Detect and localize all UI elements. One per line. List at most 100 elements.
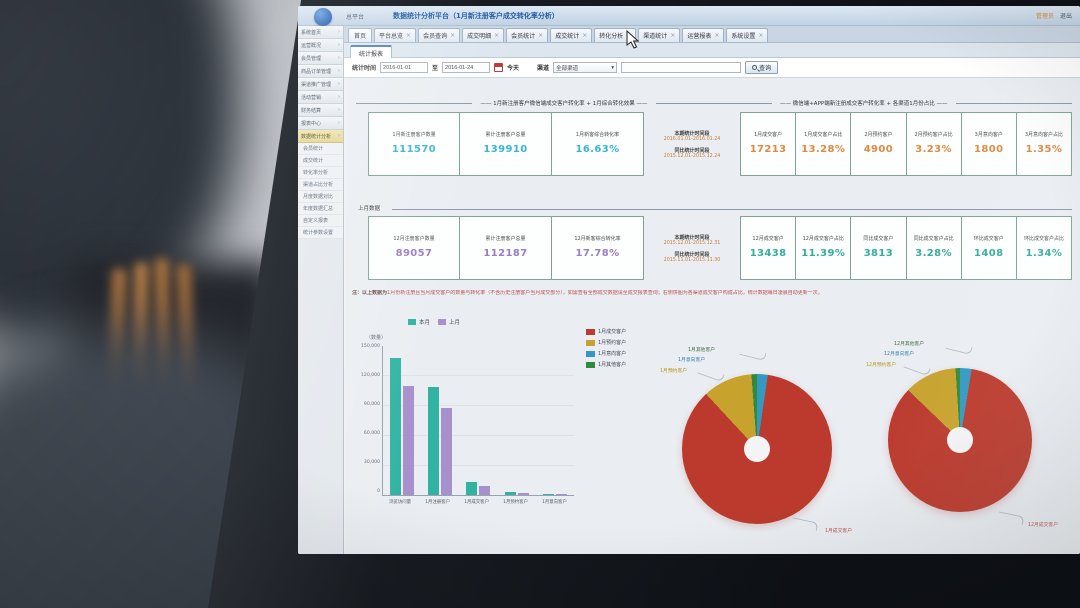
legend-item-上月[interactable]: 上月 <box>438 318 460 326</box>
pie-legend-item[interactable]: 1月预约客户 <box>586 339 626 346</box>
pie-chart-1[interactable] <box>682 374 832 524</box>
mouse-cursor <box>626 30 640 49</box>
pie-chart-2[interactable] <box>888 368 1032 512</box>
pie-legend-item[interactable]: 1月成交客户 <box>586 328 626 335</box>
app-header: 总平台 数据统计分析平台（1月新注册客户成交转化率分析） 管理员 退出 <box>298 6 1080 26</box>
sidebar-subitem-7[interactable]: 自定义报表 <box>298 215 343 227</box>
callout-leader-line <box>739 346 767 362</box>
tab-item-1[interactable]: 平台总览 × <box>374 28 417 42</box>
bar-group <box>428 387 453 495</box>
sidebar-group-8[interactable]: 报表中心 › <box>298 117 343 130</box>
sidebar-subitem-2[interactable]: 成交统计 <box>298 155 343 167</box>
kpi-label: 12月新客综合转化率 <box>574 235 621 242</box>
close-icon[interactable]: × <box>670 31 676 39</box>
period-label: 同比统计时间段 <box>674 251 710 258</box>
sidebar-group-label: 报表中心 <box>301 120 322 127</box>
search-button-label: 查询 <box>759 65 772 72</box>
close-icon[interactable]: × <box>714 31 720 39</box>
kpi-label: 环比成交客户 <box>973 235 1004 242</box>
kpi-box: 3月意向客户占比 1.35% <box>1016 112 1073 176</box>
pie-legend-item[interactable]: 1月其他客户 <box>586 361 626 368</box>
kpi-box: 12月注册客户数量 89057 <box>368 216 460 280</box>
pencil <box>172 470 190 608</box>
date-to-input[interactable] <box>442 62 491 73</box>
subtab-row: 统计报表 <box>344 43 1080 60</box>
kpi-value: 13.28% <box>801 144 846 156</box>
search-input[interactable] <box>621 62 742 73</box>
bar <box>504 492 516 495</box>
today-shortcut[interactable]: 今天 <box>507 65 520 72</box>
sidebar-group-1[interactable]: 系统首页 › <box>298 26 343 39</box>
sidebar-subitem-3[interactable]: 转化率分析 <box>298 167 343 179</box>
legend-label: 1月预约客户 <box>598 340 627 346</box>
sidebar-group-7[interactable]: 财务结算 › <box>298 104 343 117</box>
close-icon[interactable]: × <box>538 31 544 39</box>
kpi-value: 1408 <box>974 248 1004 260</box>
sidebar-group-label: 会员管理 <box>301 55 322 62</box>
kpi-value: 13438 <box>749 248 787 260</box>
chevron-right-icon: › <box>338 29 340 35</box>
bar <box>441 408 453 495</box>
callout-leader-line <box>903 359 931 377</box>
channel-select-value: 全部渠道 <box>556 65 579 72</box>
sidebar-group-2[interactable]: 运营概况 › <box>298 39 343 52</box>
sidebar-subitem-1[interactable]: 会员统计 <box>298 143 343 155</box>
close-icon[interactable]: × <box>494 31 500 39</box>
legend-label: 上月 <box>449 320 461 326</box>
tab-item-3[interactable]: 成交明细 × <box>462 28 505 42</box>
close-icon[interactable]: × <box>582 31 588 39</box>
x-tick-label: 1月成交客户 <box>464 500 489 505</box>
sidebar-subitem-5[interactable]: 月度数据对比 <box>298 191 343 203</box>
dashboard-screen: 总平台 数据统计分析平台（1月新注册客户成交转化率分析） 管理员 退出 系统首页… <box>298 6 1080 554</box>
pie-callout: 1月成交客户 <box>824 529 852 534</box>
date-from-input[interactable] <box>380 62 429 73</box>
logout-link[interactable]: 退出 <box>1059 13 1072 20</box>
sidebar-group-4[interactable]: 商品订单管理 › <box>298 65 343 78</box>
kpi-box: 2月预约客户 4900 <box>851 112 907 176</box>
pie-chart-legend: 1月成交客户 1月预约客户 1月意向客户 1月其他客户 <box>586 328 626 368</box>
sidebar-group-5[interactable]: 渠道推广管理 › <box>298 78 343 91</box>
page-title: 数据统计分析平台（1月新注册客户成交转化率分析） <box>393 12 559 20</box>
sidebar-group-6[interactable]: 活动营销 › <box>298 91 343 104</box>
sidebar-group-active[interactable]: 数据统计分析 › <box>298 130 343 143</box>
chevron-down-icon: ▾ <box>611 64 615 71</box>
tab-item-5[interactable]: 成交统计 × <box>550 28 593 42</box>
pie-callout: 12月成交客户 <box>1027 523 1058 528</box>
close-icon[interactable]: × <box>758 31 764 39</box>
period-info-block: 本期统计时间段 2016.01.01-2016.01.24 同比统计时间段 2015.… <box>644 112 740 176</box>
section1-title-right: —— 微信端+APP端新注册成交客户转化率 + 各渠道1月份占比 —— <box>779 101 948 107</box>
legend-item-本月[interactable]: 本月 <box>408 318 430 326</box>
tab-item-2[interactable]: 会员查询 × <box>418 28 461 42</box>
tab-item-9[interactable]: 系统设置 × <box>726 28 769 42</box>
legend-swatch <box>586 361 595 368</box>
tab-home[interactable]: 首页 <box>348 28 373 42</box>
kpi-box: 累计注册客户总量 112187 <box>460 216 552 280</box>
chevron-right-icon: › <box>338 120 340 126</box>
kpi-value: 11.39% <box>801 248 846 260</box>
sidebar-group-label: 渠道推广管理 <box>301 81 332 88</box>
callout-leader-line <box>997 511 1025 525</box>
pie-chart-current-month: 1月其他客户 1月意向客户 1月预约客户 1月成交客户 <box>652 344 862 540</box>
tab-item-4[interactable]: 会员统计 × <box>506 28 549 42</box>
calendar-icon[interactable] <box>494 63 504 72</box>
channel-select[interactable]: 全部渠道 ▾ <box>553 62 618 73</box>
sidebar-group-3[interactable]: 会员管理 › <box>298 52 343 65</box>
period-label: 本期统计时间段 <box>674 234 710 241</box>
tab-item-7[interactable]: 渠道统计 × <box>638 28 681 42</box>
callout-leader-line <box>791 517 819 531</box>
close-icon[interactable]: × <box>406 31 412 39</box>
sidebar-subitem-8[interactable]: 统计参数设置 <box>298 227 343 239</box>
book <box>103 267 128 499</box>
search-button[interactable]: 查询 <box>745 61 779 74</box>
sidebar-subitem-4[interactable]: 渠道占比分析 <box>298 179 343 191</box>
sidebar-group-label: 系统首页 <box>301 29 322 36</box>
tab-item-8[interactable]: 运营报表 × <box>682 28 725 42</box>
bar-group <box>542 494 567 495</box>
chevron-right-icon: › <box>338 107 340 113</box>
period-range: 2015.11.01-2015.11.30 <box>663 257 721 263</box>
tab-active-report[interactable]: 统计报表 <box>350 45 393 60</box>
channel-filter-label: 渠道 <box>537 65 550 72</box>
close-icon[interactable]: × <box>450 31 456 39</box>
pie-legend-item[interactable]: 1月意向客户 <box>586 350 626 357</box>
sidebar-subitem-6[interactable]: 年度数据汇总 <box>298 203 343 215</box>
